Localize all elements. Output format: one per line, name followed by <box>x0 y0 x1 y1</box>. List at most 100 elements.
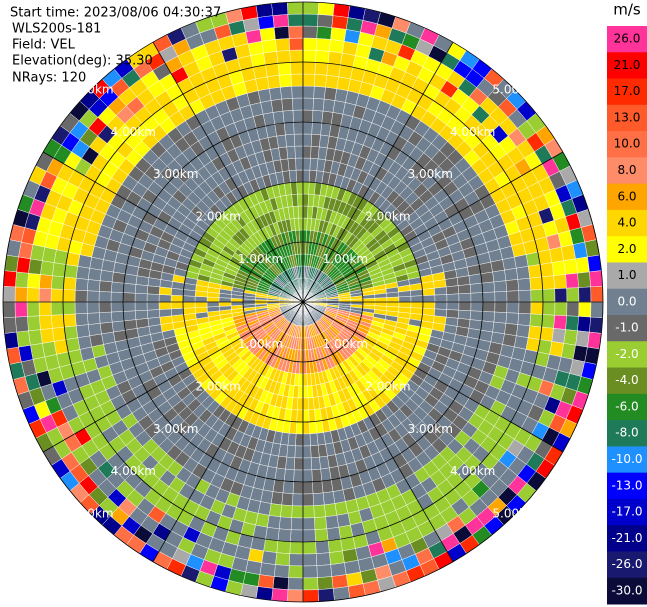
radar-gate <box>302 1 319 15</box>
colorbar-label: 4.0 <box>617 216 636 230</box>
radar-gate <box>336 513 351 528</box>
radar-gate <box>302 73 316 87</box>
radar-gate <box>255 76 270 91</box>
radar-gate <box>283 121 295 136</box>
colorbar-unit: m/s <box>613 1 641 19</box>
radar-gate <box>456 275 471 286</box>
radar-gate <box>324 86 338 101</box>
radar-gate <box>329 550 345 565</box>
radar-gate <box>50 301 64 316</box>
radar-gate <box>302 193 309 207</box>
radar-gate <box>74 289 88 303</box>
radar-gate <box>302 517 316 531</box>
radar-gate <box>302 397 309 411</box>
radar-gate <box>314 516 328 530</box>
range-label: 4.00km <box>450 464 495 478</box>
radar-gate <box>16 330 31 348</box>
range-label: 2.00km <box>195 379 240 393</box>
colorbar-label: 2.0 <box>617 242 636 256</box>
radar-gate <box>578 286 592 303</box>
radar-gate <box>282 480 294 494</box>
colorbar: 26.0 21.0 17.0 13.0 10.0 8.0 6.0 4.0 2.0 1.0 0.0 -1… <box>607 26 647 605</box>
radar-gate <box>87 312 101 325</box>
radar-gate <box>170 294 184 303</box>
range-label: 2.00km <box>365 379 410 393</box>
range-grid: 1.00km 1.00km 1.00km 1.00km 2.00km 2.00km 2.00… <box>2 1 604 603</box>
radar-gate <box>480 271 495 284</box>
radar-gate <box>575 256 590 274</box>
radar-gate <box>470 292 484 303</box>
radar-gate <box>589 270 603 288</box>
radar-gate <box>506 301 520 314</box>
radar-gate <box>273 26 290 40</box>
radar-gate <box>457 284 472 295</box>
radar-gate <box>134 301 148 312</box>
radar-gate <box>542 288 556 303</box>
radar-gate <box>280 86 293 100</box>
radar-gate <box>324 503 338 518</box>
radar-gate <box>302 121 313 135</box>
colorbar-band <box>607 315 647 342</box>
radar-gate <box>334 501 349 516</box>
radar-gate <box>458 292 472 303</box>
radar-gate <box>158 301 172 310</box>
radar-gate <box>297 205 304 219</box>
radar-gate <box>325 74 339 89</box>
radar-gate <box>295 421 304 435</box>
radar-gate <box>75 266 90 280</box>
radar-gate <box>482 291 496 303</box>
radar-gate <box>26 301 40 317</box>
radar-gate <box>123 319 138 331</box>
radar-gate <box>493 280 507 293</box>
radar-gate <box>272 14 289 28</box>
radar-gate <box>302 409 310 423</box>
radar-gate <box>302 433 311 447</box>
radar-gate <box>194 296 208 303</box>
radar-gate <box>170 301 184 310</box>
radar-gate <box>434 301 448 310</box>
radar-gate <box>277 528 292 542</box>
radar-gate <box>290 73 304 87</box>
radar-gate <box>290 181 298 195</box>
radar-gate <box>261 550 277 565</box>
radar-gate <box>62 289 76 303</box>
colorbar-band <box>607 525 647 552</box>
range-ring <box>2 1 604 603</box>
radar-gate <box>422 294 436 303</box>
radar-gate <box>268 503 282 518</box>
radar-gate <box>481 281 495 293</box>
radar-gate <box>542 301 556 316</box>
radar-gate <box>317 588 335 602</box>
radar-gate <box>14 286 28 303</box>
radar-gate <box>332 489 346 504</box>
colorbar-band <box>607 236 647 263</box>
radar-gate <box>350 298 364 303</box>
radar-gate <box>146 285 161 295</box>
radar-gate <box>63 276 77 291</box>
radar-gate <box>530 301 544 315</box>
radar-gate <box>206 296 220 303</box>
range-label: 3.00km <box>408 167 453 181</box>
range-ring <box>182 181 424 423</box>
radar-gate <box>293 457 304 471</box>
radar-gate <box>3 316 17 334</box>
colorbar-band <box>607 446 647 474</box>
radar-gate <box>15 316 29 333</box>
radar-gate <box>302 61 316 75</box>
colorbar-label: 6.0 <box>617 189 636 203</box>
radar-gate <box>317 14 334 28</box>
radar-gate <box>551 328 566 344</box>
radar-gate <box>288 25 304 39</box>
radar-gate <box>287 13 304 27</box>
radar-gate <box>134 292 148 303</box>
radar-gate <box>307 397 315 411</box>
radar-gate <box>283 468 295 483</box>
radar-gate <box>122 310 137 322</box>
radar-gate <box>326 526 341 541</box>
radar-gate <box>15 271 29 288</box>
radar-gate <box>315 540 330 554</box>
radar-gate <box>327 538 343 553</box>
radar-gate <box>302 205 309 219</box>
info-block: Start time: 2023/08/06 04:30:37 WLS200s-… <box>10 6 221 86</box>
radar-gate <box>444 277 459 288</box>
